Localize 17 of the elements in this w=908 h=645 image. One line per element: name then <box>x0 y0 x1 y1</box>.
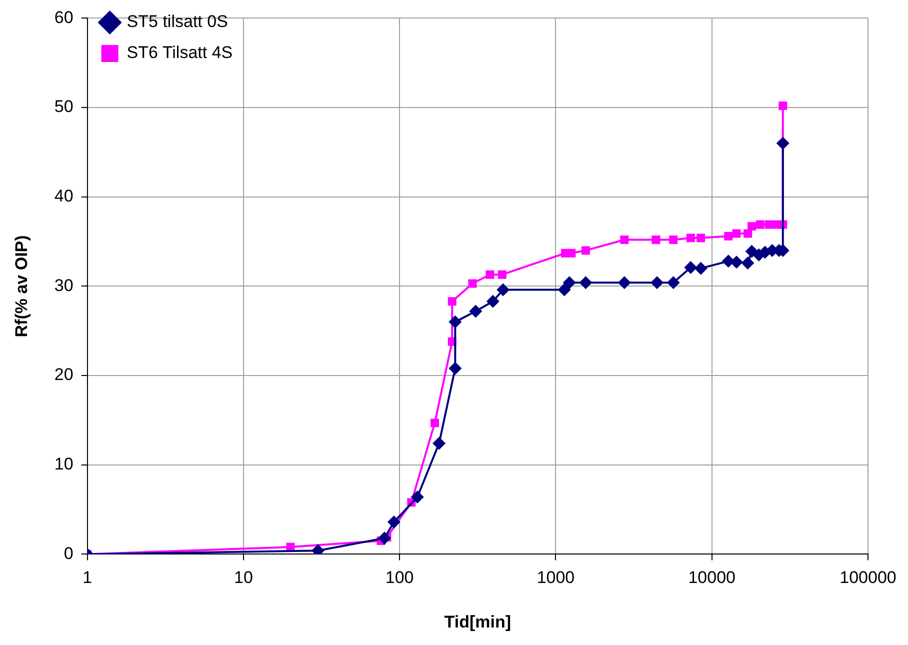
y-tick-label: 20 <box>54 365 74 384</box>
x-tick-label: 10 <box>234 568 253 588</box>
x-tick-label: 100 <box>385 568 414 588</box>
x-tick-label: 1 <box>82 568 92 588</box>
x-axis-title: Tid[min] <box>444 612 512 632</box>
y-tick-label: 50 <box>54 97 74 116</box>
y-axis-title: Rf(% av OIP) <box>12 235 31 338</box>
legend-label: ST6 Tilsatt 4S <box>126 43 233 62</box>
y-tick-label: 10 <box>54 454 74 474</box>
y-tick-label: 0 <box>64 544 74 563</box>
legend-label: ST5 tilsatt 0S <box>126 12 228 32</box>
x-tick-label: 10000 <box>688 568 736 588</box>
x-tick-label: 1000 <box>536 568 575 588</box>
y-tick-label: 40 <box>54 186 74 206</box>
y-tick-label: 30 <box>54 276 74 295</box>
y-tick-label: 60 <box>54 8 74 27</box>
x-tick-label: 100000 <box>840 568 896 588</box>
